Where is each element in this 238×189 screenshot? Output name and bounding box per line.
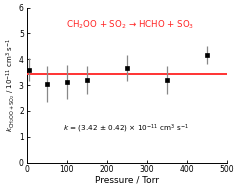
X-axis label: Pressure / Torr: Pressure / Torr <box>94 176 159 185</box>
Y-axis label: $k_{\mathrm{CH_2OO+SO_2}}$ / 10$^{-11}$ cm$^3$ s$^{-1}$: $k_{\mathrm{CH_2OO+SO_2}}$ / 10$^{-11}$ … <box>4 38 18 132</box>
Text: CH$_2$OO + SO$_2$ → HCHO + SO$_3$: CH$_2$OO + SO$_2$ → HCHO + SO$_3$ <box>66 19 195 31</box>
Text: $k$ = (3.42 $\pm$ 0.42) $\times$ 10$^{-11}$ cm$^3$ s$^{-1}$: $k$ = (3.42 $\pm$ 0.42) $\times$ 10$^{-1… <box>63 122 189 135</box>
